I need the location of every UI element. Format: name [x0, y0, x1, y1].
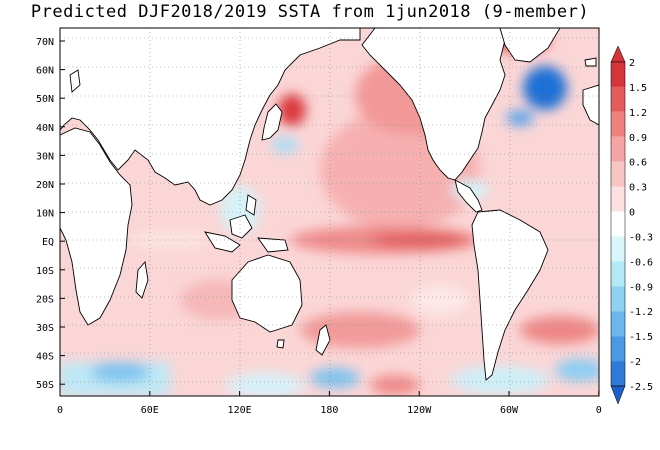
y-tick-label: 50N: [36, 94, 54, 105]
so-cool-3: [225, 373, 305, 396]
philippines: [245, 194, 257, 216]
colorbar-level-label: -0.6: [629, 257, 653, 268]
colorbar-level-label: -1.2: [629, 307, 653, 318]
io-neutral: [130, 230, 210, 250]
colorbar-swatch: [611, 361, 625, 386]
x-tick-label: 0: [57, 405, 63, 416]
so-warm-1: [370, 375, 420, 395]
x-tick-label: 120W: [407, 405, 432, 416]
colorbar-level-label: -0.9: [629, 282, 653, 293]
x-tick-label: 0: [596, 405, 602, 416]
so-cool-4: [450, 366, 550, 394]
anomaly-field: [60, 28, 599, 396]
map-title: Predicted DJF2018/2019 SSTA from 1jun201…: [30, 2, 590, 22]
satl-warm: [520, 316, 599, 344]
central-america: [454, 179, 483, 213]
colorbar-swatch: [611, 311, 625, 337]
borneo: [229, 214, 253, 239]
tasmania: [276, 339, 285, 349]
colorbar-extend-min: [610, 385, 626, 405]
colorbar-swatch: [611, 336, 625, 362]
colorbar-swatch: [611, 62, 625, 87]
colorbar-swatch: [611, 261, 625, 287]
y-tick-label: 10N: [36, 209, 54, 220]
south-america-landmass: [471, 209, 549, 381]
colorbar-level-label: 0.6: [629, 158, 647, 169]
kuroshio-warm: [278, 94, 306, 126]
colorbar-level-label: -2.5: [629, 382, 653, 393]
y-tick-label: 30S: [36, 323, 54, 334]
x-tick-label: 60W: [500, 405, 519, 416]
japan: [261, 103, 283, 141]
british-isles: [69, 69, 81, 93]
continents: [60, 28, 599, 381]
colorbar-level-label: 0.9: [629, 133, 647, 144]
y-tick-label: 40S: [36, 352, 54, 363]
y-tick-label: 40N: [36, 123, 54, 134]
y-tick-label: 20S: [36, 294, 54, 305]
eurasia-landmass: [60, 28, 361, 206]
colorbar-swatch: [611, 211, 625, 237]
colorbar-level-label: 0: [629, 208, 635, 219]
so-cool-2: [310, 368, 360, 388]
colorbar-swatch: [611, 186, 625, 212]
colorbar-swatch: [611, 161, 625, 187]
colorbar-level-label: 0.3: [629, 183, 647, 194]
x-tick-label: 180: [320, 405, 338, 416]
y-tick-label: 60N: [36, 66, 54, 77]
x-tick-label: 60E: [141, 405, 159, 416]
y-tick-label: 30N: [36, 151, 54, 162]
australia-landmass: [231, 254, 303, 333]
colorbar-frame: [610, 61, 626, 387]
colorbar-level-label: 1.5: [629, 83, 647, 94]
y-tick-label: 50S: [36, 380, 54, 391]
new-zealand: [315, 324, 331, 356]
colorbar-level-label: 1.2: [629, 108, 647, 119]
x-axis-ticks: 0 60E 120E 180 120W 60W 0: [57, 391, 602, 416]
graticule: [60, 28, 599, 396]
x-tick-label: 120E: [228, 405, 252, 416]
so-cool-1: [90, 362, 150, 382]
colorbar-extend-max: [610, 45, 626, 63]
colorbar-swatch: [611, 86, 625, 112]
colorbar-swatch: [611, 136, 625, 162]
colorbar-legend: 2 1.5 1.2 0.9 0.6 0.3 0 -0.3 -0.6 -0.9 -1.2 -1.5 -2 -…: [610, 45, 653, 405]
sepac-neutral: [410, 284, 470, 316]
y-tick-label: EQ: [42, 237, 54, 248]
colorbar-level-label: -0.3: [629, 232, 653, 243]
colorbar-swatch: [611, 286, 625, 312]
y-tick-label: 20N: [36, 180, 54, 191]
europe-west: [582, 84, 599, 126]
iceland: [584, 57, 597, 67]
colorbar-level-label: -2: [629, 357, 641, 368]
new-guinea: [257, 237, 289, 253]
colorbar-swatch: [611, 236, 625, 262]
indonesia: [204, 231, 241, 253]
y-tick-label: 10S: [36, 266, 54, 277]
natl-cold: [523, 66, 567, 110]
y-axis-ticks: 70N 60N 50N 40N 30N 20N 10N EQ 10S 20S 30S 40S 50S: [36, 37, 65, 391]
africa-landmass: [60, 127, 133, 326]
japan-cool: [271, 137, 299, 153]
colorbar-level-label: -1.5: [629, 332, 653, 343]
colorbar-level-label: 2: [629, 58, 635, 69]
madagascar: [135, 260, 149, 299]
colorbar-swatch: [611, 111, 625, 137]
y-tick-label: 70N: [36, 37, 54, 48]
greenland: [499, 28, 561, 63]
gulfstream-cool: [506, 110, 534, 126]
so-cool-5: [555, 358, 599, 382]
